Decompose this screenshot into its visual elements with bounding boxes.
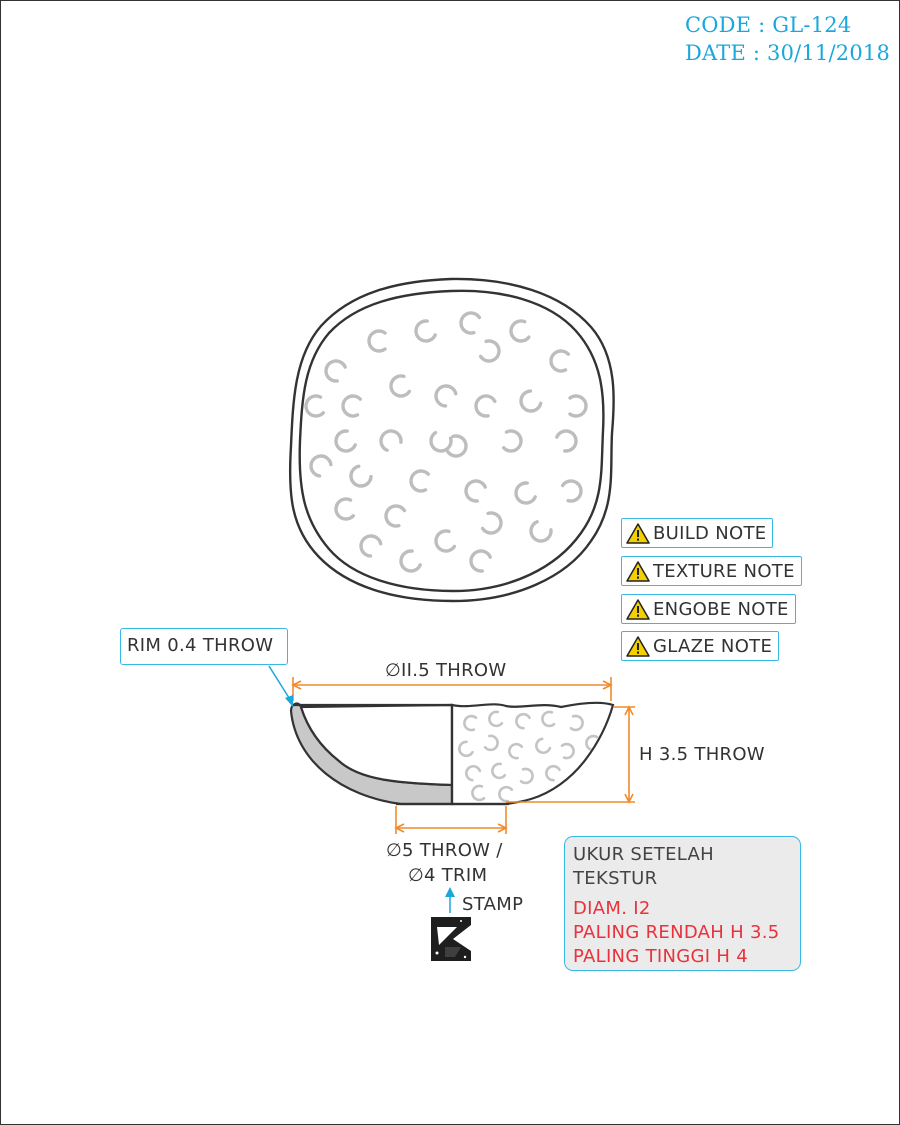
trim-diameter-label: ∅4 TRIM	[408, 865, 488, 886]
stamp-arrow	[445, 887, 455, 913]
measure-diameter: DIAM. I2	[573, 898, 651, 919]
outer-rim-outline	[288, 277, 615, 603]
height-label: H 3.5 THROW	[639, 744, 765, 765]
measure-title-line1: UKUR SETELAH	[573, 844, 714, 865]
glaze-note-button[interactable]: GLAZE NOTE	[621, 631, 780, 661]
warning-icon	[626, 636, 650, 657]
rim-callout: RIM 0.4 THROW	[120, 628, 288, 665]
diameter-label: ∅II.5 THROW	[385, 660, 507, 681]
warning-icon	[626, 561, 650, 582]
build-note-label: BUILD NOTE	[653, 522, 767, 544]
stamp-logo	[431, 917, 471, 961]
glaze-note-label: GLAZE NOTE	[653, 635, 773, 657]
bowl-side-view	[289, 701, 615, 806]
engobe-note-button[interactable]: ENGOBE NOTE	[621, 594, 796, 624]
warning-icon	[626, 523, 650, 544]
drawing-date: DATE : 30/11/2018	[685, 41, 891, 65]
bowl-top-view	[288, 277, 615, 603]
engobe-note-label: ENGOBE NOTE	[653, 598, 789, 620]
measure-min-height: PALING RENDAH H 3.5	[573, 922, 780, 943]
measure-max-height: PALING TINGGI H 4	[573, 946, 748, 967]
stamp-label: STAMP	[462, 894, 524, 915]
inner-rim-outline	[298, 289, 605, 593]
dimension-lines	[291, 677, 635, 834]
foot-diameter-label: ∅5 THROW /	[386, 840, 503, 861]
measurement-note: UKUR SETELAH TEKSTUR DIAM. I2 PALING REN…	[564, 836, 801, 971]
texture-note-label: TEXTURE NOTE	[653, 560, 795, 582]
rim-leader	[268, 665, 293, 707]
product-code: CODE : GL-124	[685, 13, 852, 37]
warning-icon	[626, 599, 650, 620]
measure-title-line2: TEKSTUR	[573, 868, 658, 889]
build-note-button[interactable]: BUILD NOTE	[621, 518, 774, 548]
rim-callout-text: RIM 0.4 THROW	[127, 635, 274, 656]
dimple-texture	[302, 308, 588, 577]
texture-note-button[interactable]: TEXTURE NOTE	[621, 556, 802, 586]
